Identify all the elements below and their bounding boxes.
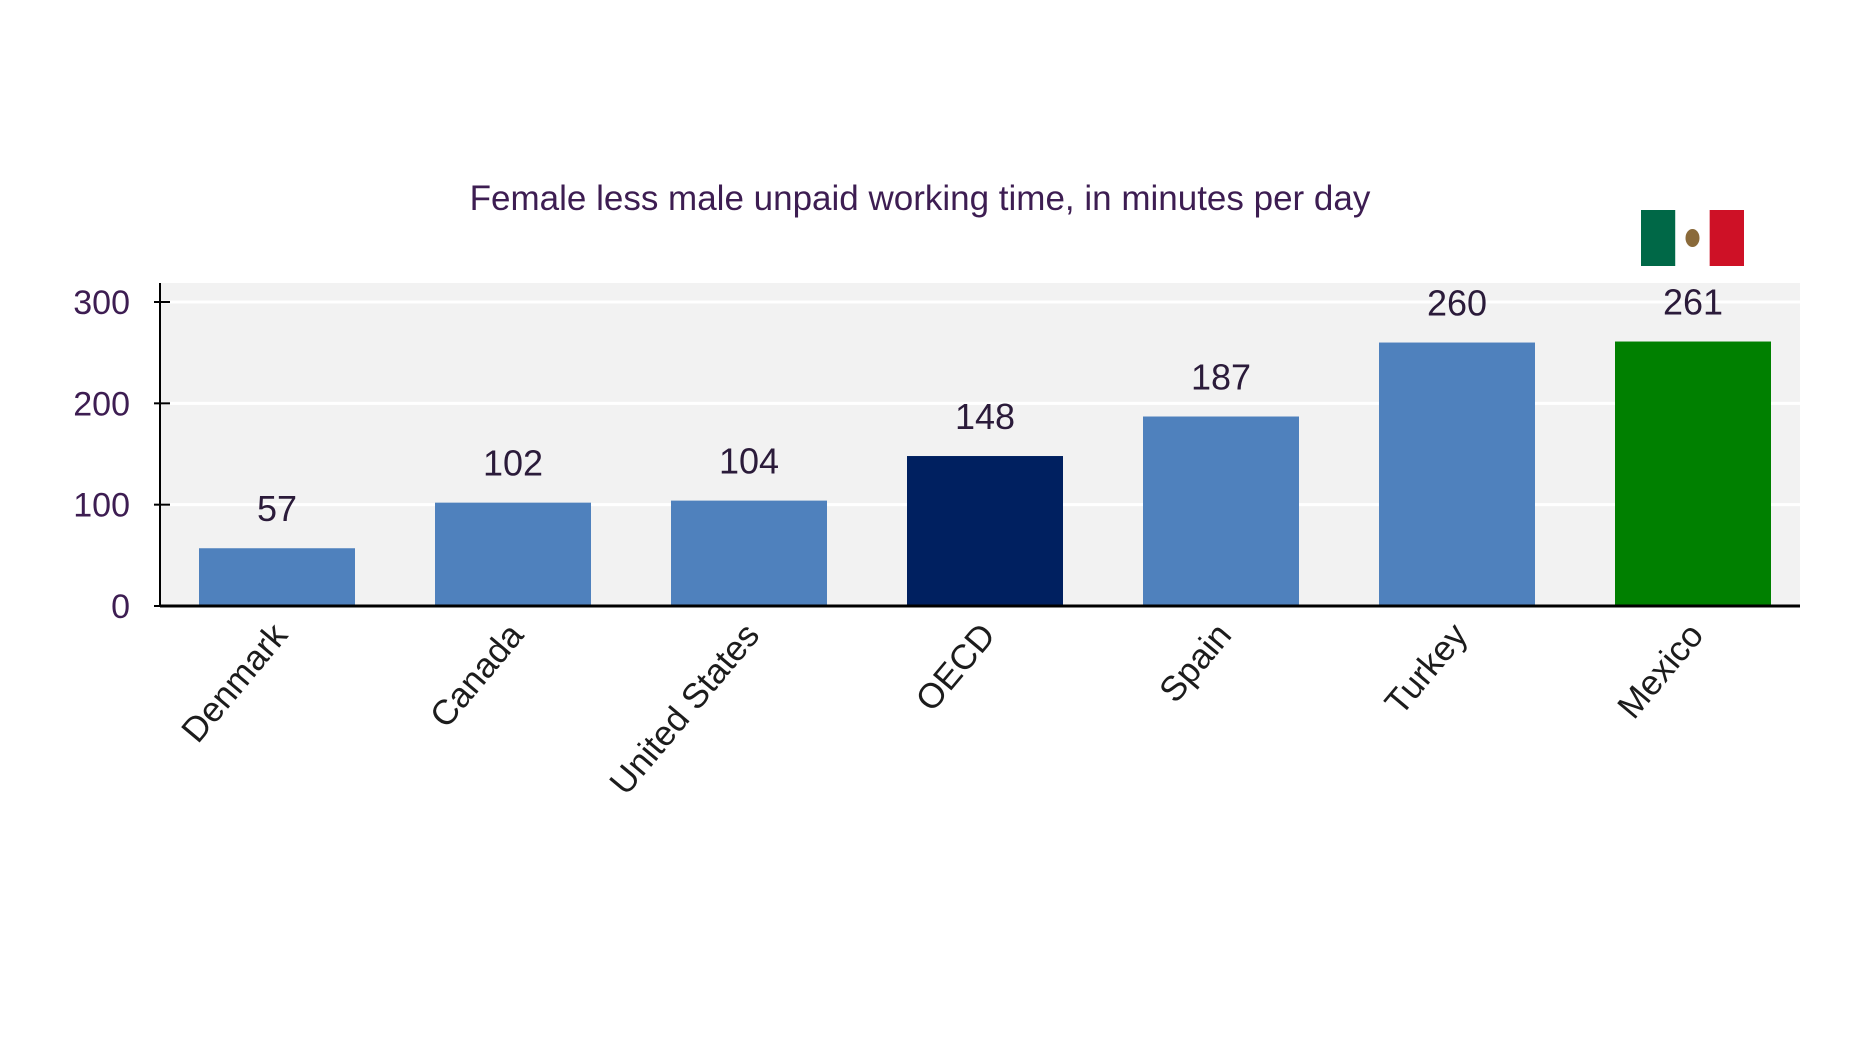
flag-stripe-red xyxy=(1709,210,1744,266)
data-label-canada: 102 xyxy=(483,443,543,484)
data-label-oecd: 148 xyxy=(955,396,1015,437)
x-label-denmark: Denmark xyxy=(174,616,295,750)
bar-denmark xyxy=(199,548,355,606)
y-tick-label-200: 200 xyxy=(73,385,130,423)
y-tick-label-300: 300 xyxy=(73,284,130,322)
bar-canada xyxy=(435,502,591,606)
data-label-united-states: 104 xyxy=(719,441,779,482)
x-label-united-states: United States xyxy=(602,616,767,802)
y-axis-ticks: 0 100 200 300 xyxy=(73,284,170,626)
x-label-mexico: Mexico xyxy=(1610,616,1711,726)
bar-spain xyxy=(1143,416,1299,606)
mexico-flag-icon xyxy=(1641,210,1744,266)
x-label-spain: Spain xyxy=(1152,616,1239,710)
x-label-turkey: Turkey xyxy=(1377,616,1475,722)
axes xyxy=(159,283,1800,608)
y-tick-label-100: 100 xyxy=(73,487,130,525)
x-label-oecd: OECD xyxy=(908,616,1003,719)
data-label-spain: 187 xyxy=(1191,357,1251,398)
x-label-canada: Canada xyxy=(422,616,531,735)
bar-mexico xyxy=(1615,341,1771,606)
flag-emblem xyxy=(1685,229,1700,247)
bar-united-states xyxy=(671,500,827,606)
flag-stripe-green xyxy=(1641,210,1676,266)
data-label-turkey: 260 xyxy=(1427,283,1487,324)
x-axis-labels: Denmark Canada United States OECD Spain Turke… xyxy=(174,616,1711,802)
bars xyxy=(199,341,1771,606)
bar-oecd xyxy=(907,456,1063,606)
data-label-denmark: 57 xyxy=(257,488,297,529)
chart-title: Female less male unpaid working time, in… xyxy=(470,179,1371,218)
y-tick-label-0: 0 xyxy=(111,588,130,626)
bar-turkey xyxy=(1379,342,1535,606)
data-labels: 57 102 104 148 187 260 261 xyxy=(257,282,1723,530)
data-label-mexico: 261 xyxy=(1663,282,1723,323)
